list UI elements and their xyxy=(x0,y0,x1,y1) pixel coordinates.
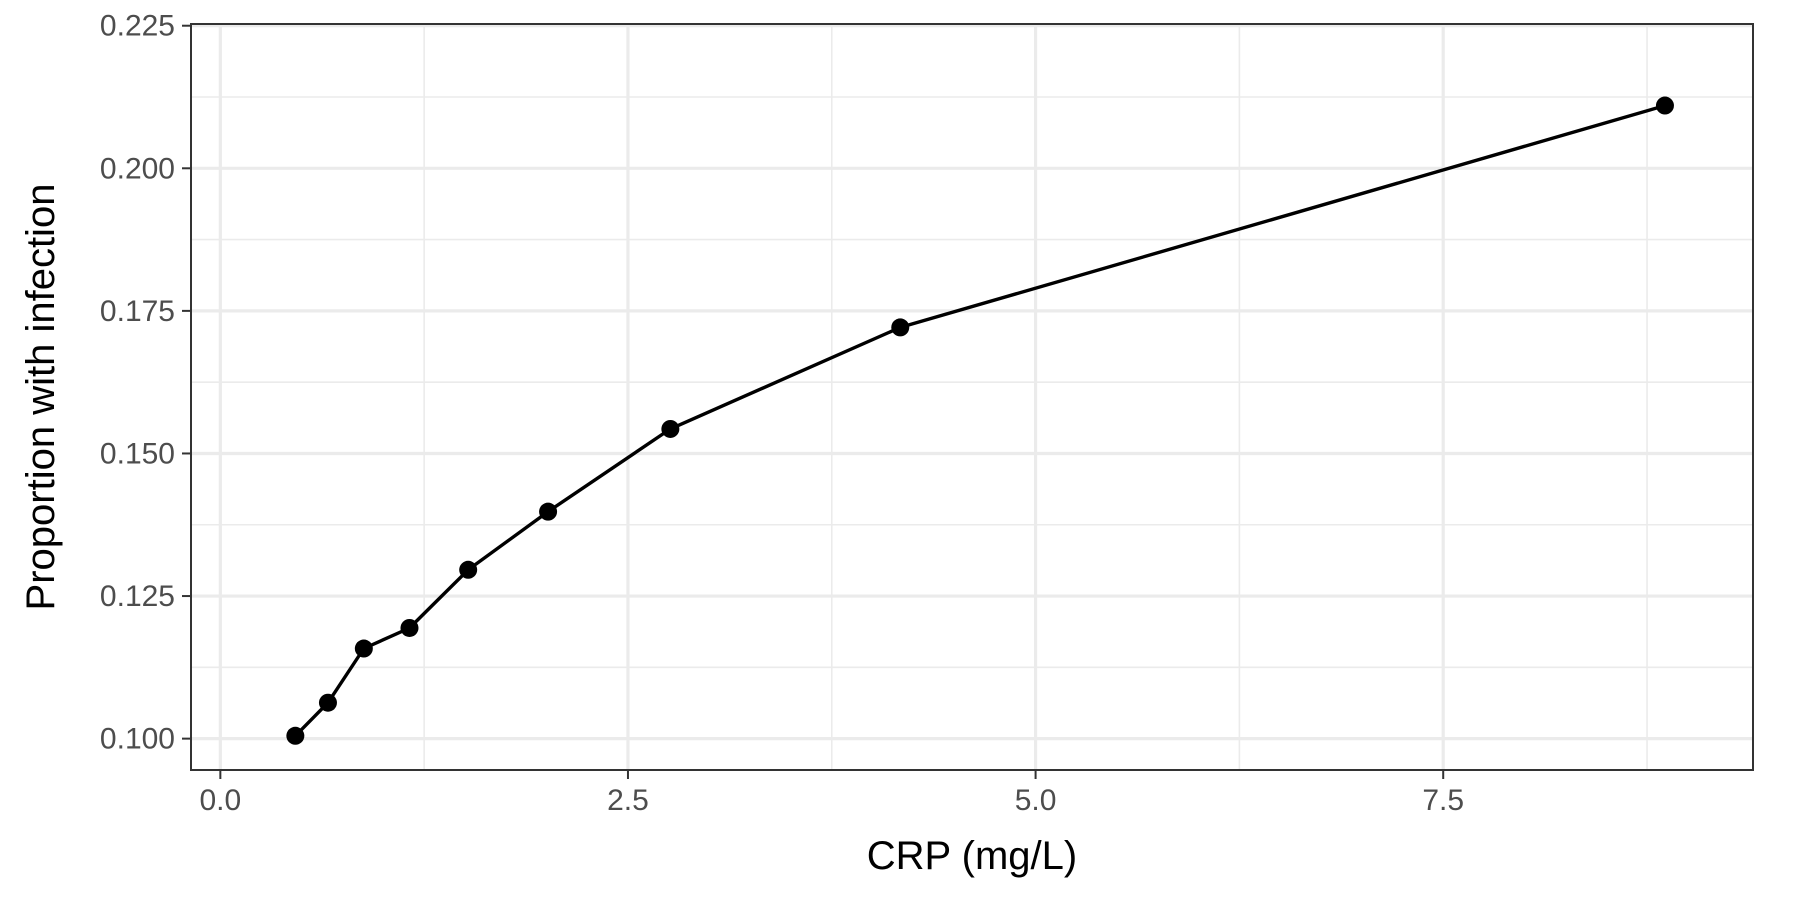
x-tick-label: 0.0 xyxy=(199,784,241,817)
y-tick-label: 0.175 xyxy=(100,295,175,328)
x-axis: 0.0 2.5 5.0 7.5 xyxy=(199,770,1464,817)
data-point xyxy=(318,693,337,712)
minor-gridlines xyxy=(191,24,1753,770)
y-axis-title: Proportion with infection xyxy=(19,184,63,611)
data-point xyxy=(539,502,558,521)
y-axis: 0.100 0.125 0.150 0.175 0.200 0.225 xyxy=(100,10,191,756)
data-point xyxy=(400,618,419,637)
data-point xyxy=(1655,96,1674,115)
data-point xyxy=(459,560,478,579)
x-tick-label: 2.5 xyxy=(607,784,649,817)
panel-background xyxy=(191,24,1753,770)
y-tick-label: 0.150 xyxy=(100,437,175,470)
data-point xyxy=(661,419,680,438)
y-tick-label: 0.225 xyxy=(100,10,175,43)
data-point xyxy=(891,318,910,337)
major-gridlines xyxy=(191,24,1753,770)
data-points xyxy=(286,96,1674,745)
x-tick-label: 5.0 xyxy=(1015,784,1057,817)
y-tick-label: 0.125 xyxy=(100,580,175,613)
data-point xyxy=(354,639,373,658)
x-tick-label: 7.5 xyxy=(1422,784,1464,817)
data-point xyxy=(286,726,305,745)
x-axis-title: CRP (mg/L) xyxy=(867,834,1077,878)
panel-border xyxy=(190,23,1754,771)
plot-panel xyxy=(190,23,1754,771)
y-tick-label: 0.100 xyxy=(100,723,175,756)
y-tick-label: 0.200 xyxy=(100,152,175,185)
